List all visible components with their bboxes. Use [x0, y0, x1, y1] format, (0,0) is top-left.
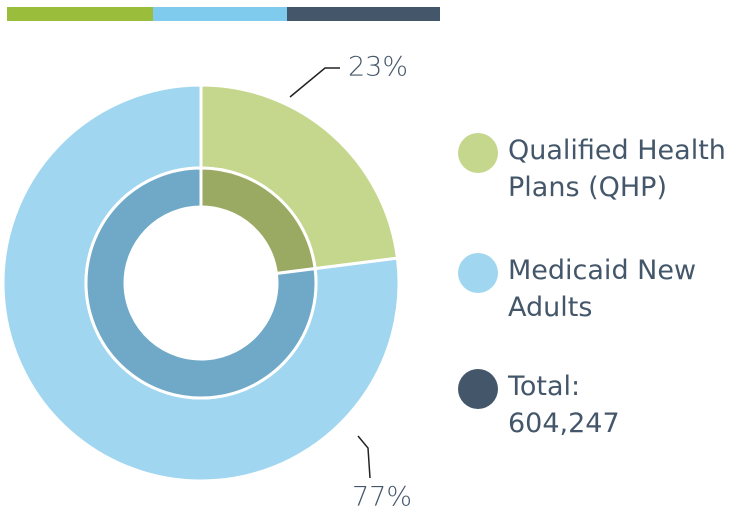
leader-line — [357, 435, 371, 479]
legend-swatch — [458, 133, 498, 173]
legend-swatch — [458, 369, 498, 409]
header-bar — [153, 7, 287, 21]
header-bar — [7, 7, 153, 21]
donut-inner-slice — [84, 166, 318, 400]
legend-label: 604,247 — [508, 408, 620, 439]
legend-text: Total: 604,247 — [508, 368, 741, 442]
data-label: 23% — [348, 52, 408, 83]
legend-text: Qualified Health Plans (QHP) — [508, 132, 741, 206]
legend-text: Medicaid New Adults — [508, 252, 741, 326]
legend-label: Medicaid New Adults — [508, 255, 697, 323]
leader-line — [289, 67, 340, 98]
data-label: 77% — [352, 482, 412, 513]
header-bar — [287, 7, 440, 21]
legend-label: Total: — [508, 371, 581, 402]
legend-swatch — [458, 253, 498, 293]
legend-label: Qualified Health Plans (QHP) — [508, 135, 726, 203]
